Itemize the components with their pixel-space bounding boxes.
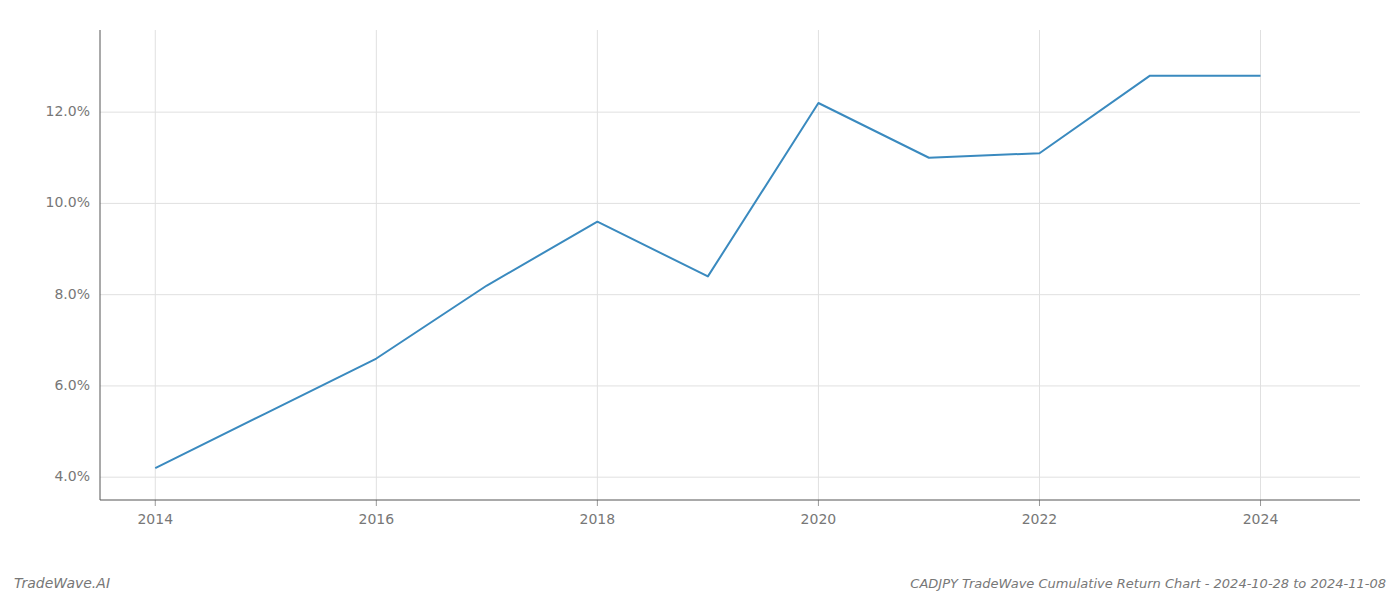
x-tick-mark [1260, 500, 1261, 506]
y-grid-line [100, 203, 1360, 204]
y-tick-label: 6.0% [54, 377, 90, 393]
x-axis-line [100, 500, 1360, 501]
chart-svg: 4.0% 6.0% 8.0% 10.0% 12.0% 2014 2016 2018 2020 20… [0, 0, 1400, 600]
axes: 4.0% 6.0% 8.0% 10.0% 12.0% 2014 2016 2018 2020 20… [46, 30, 1360, 527]
y-grid-line [100, 294, 1360, 295]
x-tick-label: 2022 [1022, 511, 1058, 527]
y-grid-line [100, 385, 1360, 386]
x-grid-line [376, 30, 377, 500]
x-grid-line [1039, 30, 1040, 500]
y-axis-line [100, 30, 101, 500]
plot-area [155, 76, 1260, 468]
y-tick-label: 10.0% [46, 194, 90, 210]
watermark: TradeWave.AI [14, 575, 110, 591]
x-tick-label: 2016 [358, 511, 394, 527]
y-grid-line [100, 477, 1360, 478]
x-grid-line [1260, 30, 1261, 500]
x-tick-label: 2020 [801, 511, 837, 527]
grid [100, 30, 1360, 500]
y-tick-label: 12.0% [46, 103, 90, 119]
x-tick-mark [155, 500, 156, 506]
x-tick-mark [376, 500, 377, 506]
x-grid-line [818, 30, 819, 500]
x-tick-mark [818, 500, 819, 506]
y-tick-label: 8.0% [54, 286, 90, 302]
data-line [155, 76, 1260, 468]
x-tick-label: 2014 [137, 511, 173, 527]
x-tick-mark [1039, 500, 1040, 506]
x-tick-mark [597, 500, 598, 506]
x-tick-label: 2024 [1243, 511, 1279, 527]
x-grid-line [155, 30, 156, 500]
x-tick-label: 2018 [580, 511, 616, 527]
y-tick-label: 4.0% [54, 468, 90, 484]
x-grid-line [597, 30, 598, 500]
chart-container: 4.0% 6.0% 8.0% 10.0% 12.0% 2014 2016 2018 2020 20… [0, 0, 1400, 600]
y-grid-line [100, 112, 1360, 113]
title: CADJPY TradeWave Cumulative Return Chart… [910, 576, 1386, 591]
